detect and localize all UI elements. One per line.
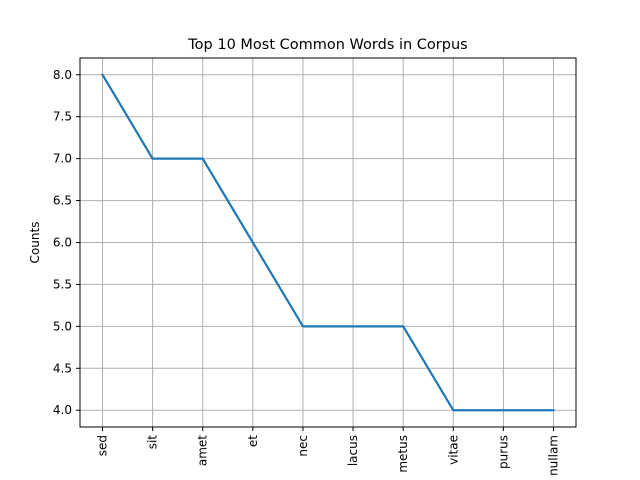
y-tick-label: 6.5	[53, 194, 72, 208]
y-tick-label: 4.0	[53, 403, 72, 417]
y-tick-label: 7.5	[53, 110, 72, 124]
x-tick-label: nec	[296, 435, 310, 457]
x-tick-label: vitae	[446, 435, 460, 465]
x-tick-label: purus	[496, 435, 510, 469]
y-tick-label: 5.0	[53, 319, 72, 333]
x-tick-label: amet	[196, 435, 210, 466]
y-tick-label: 6.0	[53, 236, 72, 250]
y-tick-label: 8.0	[53, 68, 72, 82]
series-line	[100, 73, 555, 412]
grid-lines	[80, 58, 576, 427]
y-axis-ticks: 4.0 4.5 5.0 5.5 6.0 6.5 7.0 7.5 8.0	[53, 68, 80, 417]
y-axis-label: Counts	[28, 222, 42, 264]
x-axis-ticks: sed sit amet et nec lacus metus vitae purus nulla…	[96, 427, 561, 476]
y-tick-label: 7.0	[53, 152, 72, 166]
chart-title: Top 10 Most Common Words in Corpus	[187, 37, 467, 53]
x-tick-label: metus	[396, 435, 410, 473]
y-tick-label: 4.5	[53, 361, 72, 375]
x-tick-label: nullam	[547, 435, 561, 476]
x-tick-label: sed	[96, 435, 110, 456]
x-tick-label: et	[246, 435, 260, 447]
series-lines	[100, 73, 555, 412]
x-tick-label: lacus	[346, 435, 360, 466]
x-tick-label: sit	[146, 435, 160, 450]
y-tick-label: 5.5	[53, 277, 72, 291]
